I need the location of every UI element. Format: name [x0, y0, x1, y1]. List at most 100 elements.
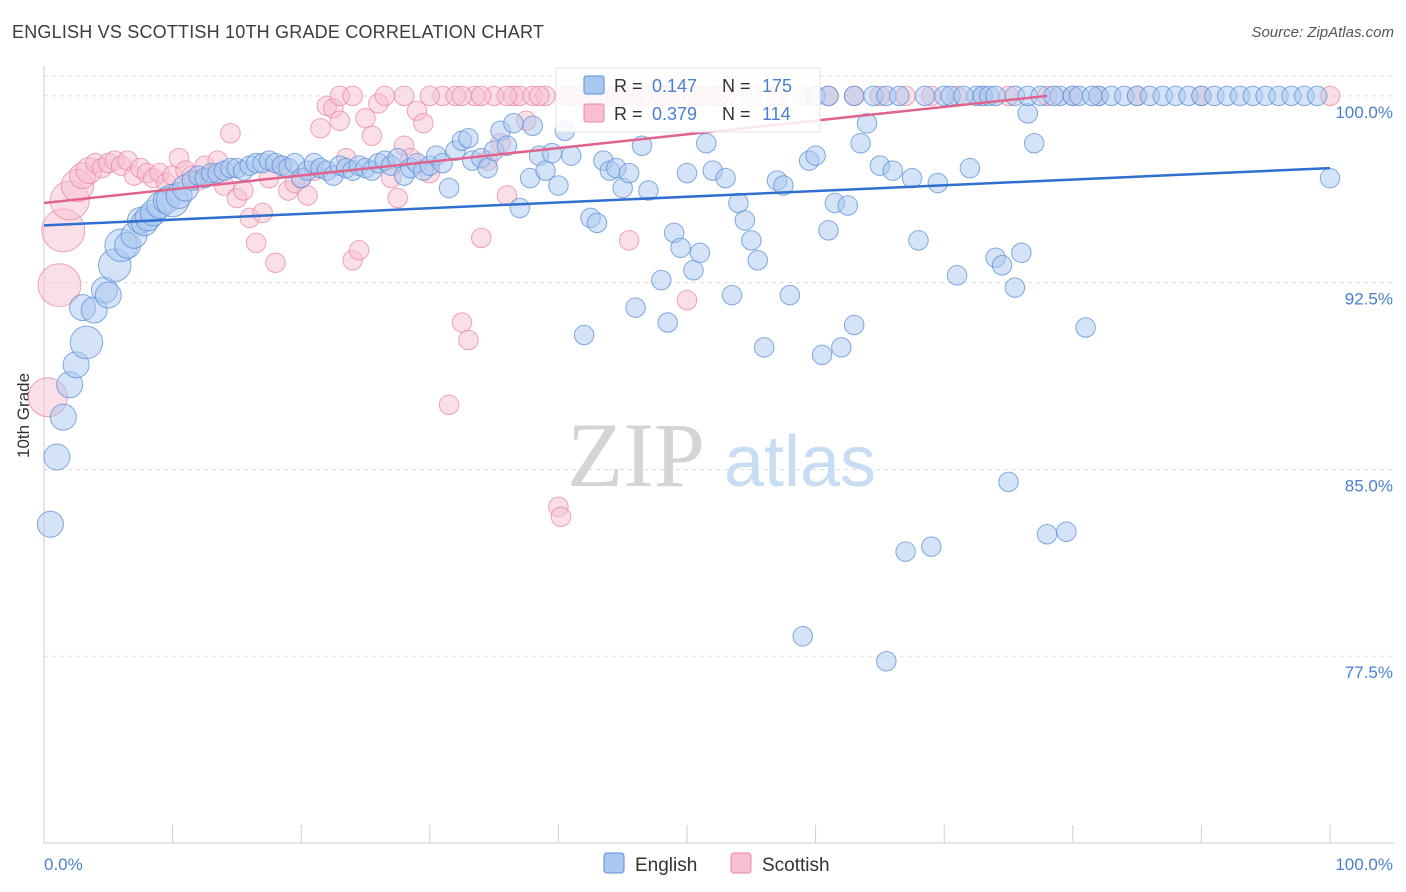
- english-point: [573, 324, 595, 346]
- english-point: [586, 212, 608, 234]
- english-point: [1075, 317, 1096, 338]
- english-point: [696, 132, 717, 154]
- english-point: [541, 142, 563, 164]
- stats-n-value-scottish: 114: [762, 104, 791, 124]
- stats-r-label-scottish: R =: [614, 104, 643, 124]
- english-point: [49, 403, 77, 431]
- legend-label-scottish: Scottish: [762, 855, 830, 876]
- english-point: [1017, 103, 1039, 124]
- scottish-point: [528, 85, 550, 107]
- x-tick-label-1: 100.0%: [1335, 855, 1393, 874]
- english-point: [715, 167, 736, 189]
- english-point: [1004, 277, 1026, 298]
- english-point: [779, 284, 801, 306]
- stats-n-label-english: N =: [722, 76, 751, 96]
- scottish-point: [413, 113, 434, 134]
- y-tick-label-1: 85.0%: [1345, 476, 1393, 495]
- scottish-point: [233, 180, 254, 201]
- english-point: [94, 281, 122, 309]
- y-tick-label-2: 92.5%: [1345, 290, 1393, 309]
- scottish-point: [361, 125, 383, 146]
- english-point: [773, 175, 794, 196]
- scottish-point: [37, 263, 82, 308]
- x-tick-label-0: 0.0%: [44, 855, 83, 874]
- english-point: [1056, 521, 1077, 542]
- english-point: [953, 85, 974, 107]
- scottish-point: [618, 230, 640, 251]
- english-points: [36, 85, 1341, 672]
- english-point: [458, 127, 479, 149]
- english-point: [998, 471, 1019, 493]
- english-point: [1319, 167, 1341, 189]
- english-point: [638, 180, 659, 201]
- watermark-atlas: atlas: [724, 422, 876, 502]
- scottish-point: [393, 85, 415, 107]
- english-point: [496, 135, 518, 156]
- scottish-point: [496, 85, 518, 107]
- english-point: [676, 162, 698, 184]
- english-point: [753, 337, 775, 358]
- stats-legend: R = 0.147 N = 175 R = 0.379 N = 114: [555, 67, 821, 133]
- scottish-point: [676, 289, 698, 311]
- scottish-point: [438, 394, 460, 415]
- english-point: [921, 536, 942, 557]
- english-point: [1306, 85, 1328, 107]
- english-point: [837, 195, 858, 216]
- english-point: [1036, 523, 1058, 545]
- scottish-point: [451, 312, 473, 333]
- english-point: [683, 259, 704, 281]
- english-point: [850, 132, 871, 154]
- english-point: [747, 250, 768, 271]
- scottish-point: [374, 85, 396, 107]
- english-point: [843, 314, 865, 336]
- watermark-zip: ZIP: [567, 404, 705, 506]
- y-tick-label-3: 100.0%: [1335, 103, 1393, 122]
- scottish-point: [419, 85, 441, 107]
- english-point: [561, 145, 582, 166]
- english-point: [895, 541, 916, 562]
- english-point: [522, 115, 543, 137]
- english-point: [818, 85, 839, 107]
- english-point: [43, 443, 71, 471]
- english-point: [670, 237, 691, 259]
- english-point: [792, 626, 813, 647]
- english-point: [509, 197, 531, 219]
- english-point: [831, 337, 852, 358]
- english-point: [901, 167, 923, 189]
- english-point: [69, 325, 104, 360]
- english-point: [728, 192, 749, 214]
- english-point: [36, 510, 64, 538]
- legend-swatch-scottish: [730, 852, 752, 874]
- english-point: [856, 113, 878, 134]
- scottish-point: [342, 85, 363, 107]
- english-point: [734, 210, 756, 231]
- english-trend-line: [43, 166, 1331, 227]
- legend-label-english: English: [635, 855, 697, 876]
- stats-r-value-scottish: 0.379: [652, 104, 697, 124]
- english-point: [914, 85, 936, 107]
- english-point: [1011, 242, 1032, 264]
- english-point: [888, 85, 910, 107]
- english-point: [477, 157, 498, 179]
- scottish-point: [550, 506, 572, 528]
- english-point: [946, 264, 968, 286]
- y-tick-label-0: 77.5%: [1345, 663, 1393, 682]
- english-point: [618, 162, 640, 184]
- scottish-point: [252, 202, 273, 224]
- stats-r-label-english: R =: [614, 76, 643, 96]
- english-point: [927, 172, 949, 194]
- scottish-point: [220, 122, 241, 144]
- scottish-point: [470, 227, 492, 249]
- english-point: [721, 284, 743, 306]
- scottish-point: [387, 187, 408, 209]
- english-point: [689, 242, 711, 264]
- scottish-point: [451, 85, 473, 107]
- stats-n-value-english: 175: [762, 76, 792, 96]
- scottish-point: [470, 85, 492, 107]
- english-point: [651, 269, 672, 291]
- scottish-trend-line: [43, 94, 1048, 205]
- scottish-point: [329, 110, 351, 132]
- english-point: [805, 145, 826, 166]
- english-point: [876, 650, 897, 672]
